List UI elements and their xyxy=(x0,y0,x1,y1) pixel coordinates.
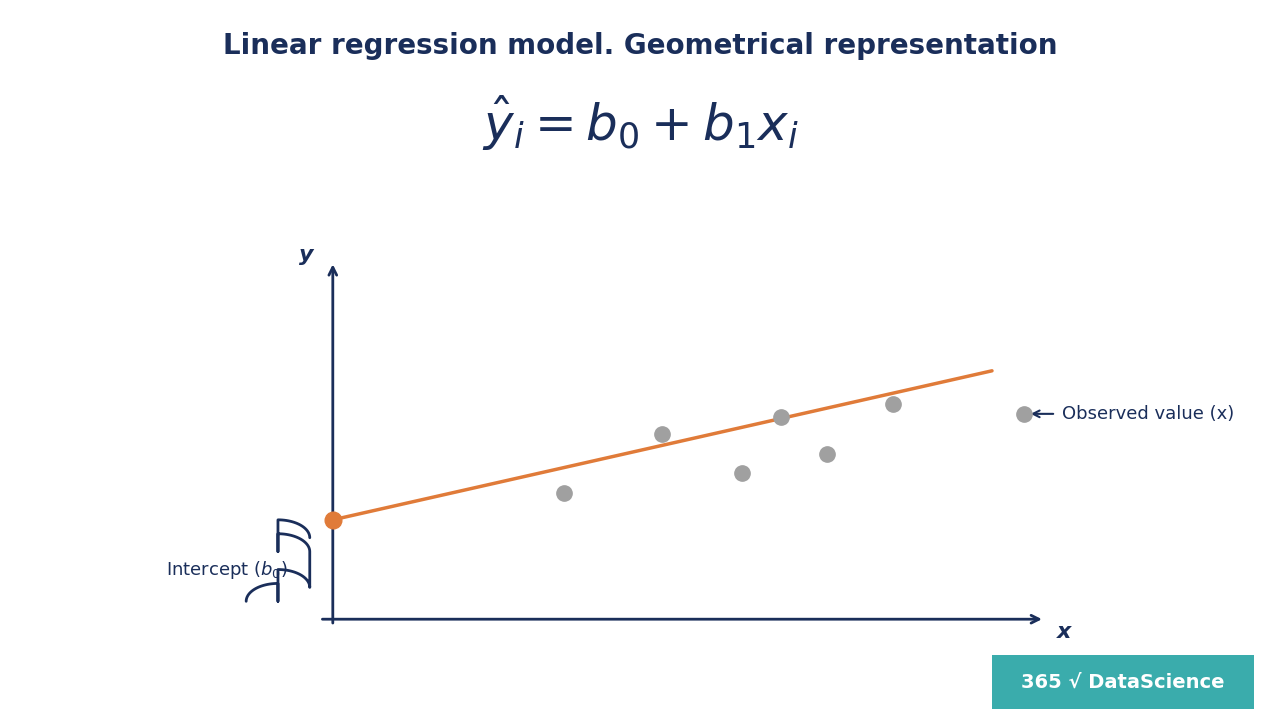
Text: x: x xyxy=(1057,623,1071,642)
Text: Observed value (x): Observed value (x) xyxy=(1062,405,1235,423)
Text: Linear regression model. Geometrical representation: Linear regression model. Geometrical rep… xyxy=(223,32,1057,60)
Text: $\hat{y}_i = b_0 + b_1 x_i$: $\hat{y}_i = b_0 + b_1 x_i$ xyxy=(481,94,799,153)
Text: Intercept ($b_0$): Intercept ($b_0$) xyxy=(165,559,288,580)
FancyBboxPatch shape xyxy=(979,652,1267,712)
Text: y: y xyxy=(300,245,314,265)
Text: 365 √ DataScience: 365 √ DataScience xyxy=(1021,672,1225,692)
